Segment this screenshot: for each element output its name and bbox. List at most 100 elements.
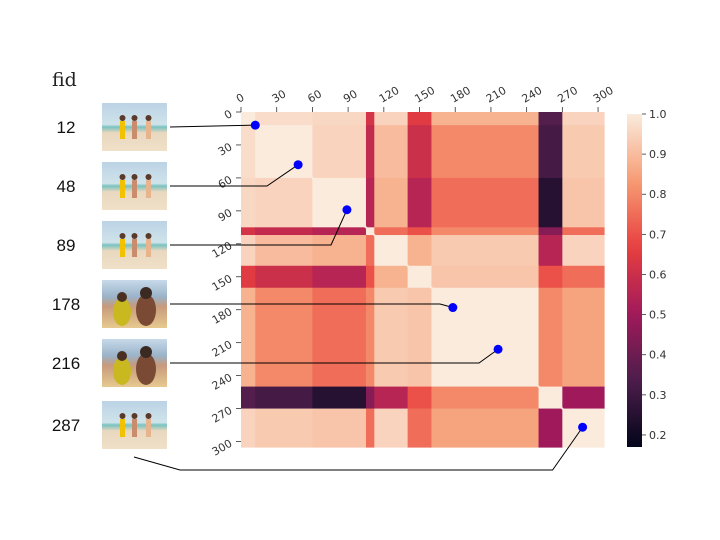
heatmap-cell [538,235,563,267]
heatmap-cell [365,265,375,289]
heatmap-cell [407,177,433,228]
heatmap-cell [365,287,375,388]
heatmap-cell [255,177,314,228]
heatmap-cell [374,287,409,388]
heatmap-cell [562,112,605,126]
y-tick-label: 60 [216,173,235,191]
frame-marker [448,303,458,313]
y-tick-label: 210 [210,338,235,360]
colorbar-bar [627,114,642,447]
heatmap-cell [365,112,375,126]
heatmap-cell [312,287,367,388]
heatmap-cell [407,287,433,388]
heatmap-cell [241,265,256,289]
beach-group-scene-thumbnail [102,103,167,151]
heatmap-cell [241,177,256,228]
x-tick-label: 30 [270,87,289,105]
heatmap-cell [431,177,540,228]
heatmap-cell [407,386,433,410]
connector-line [170,348,499,364]
x-tick-label: 150 [413,84,438,106]
frame-marker [342,205,352,215]
heatmap-cell [241,235,256,267]
heatmap-cell [255,235,314,267]
heatmap-cell [562,386,605,410]
frame-marker [250,120,260,130]
y-tick-label: 150 [210,272,235,294]
heatmap-cell [374,408,409,448]
heatmap-diagonal [240,111,605,448]
frame-marker [293,160,303,170]
y-tick-label: 270 [210,404,235,426]
heatmap-cell [255,227,314,236]
colorbar-tick-label: 0.2 [649,429,667,442]
heatmap-cell [312,265,367,289]
colorbar-tick-label: 0.8 [649,188,667,201]
heatmap-cell [365,386,375,410]
heatmap-cell [538,287,563,388]
heatmap-cell [255,408,314,448]
heatmap-cell [374,177,409,228]
colorbar-tick-label: 0.6 [649,268,667,281]
heatmap-cell [538,177,563,228]
heatmap-cell [538,227,563,236]
heatmap-cell [365,408,375,448]
x-tick-label: 240 [520,84,545,106]
x-tick-label: 210 [484,84,509,106]
heatmap-cell [538,265,563,289]
frame-marker [493,344,503,354]
heatmap-cell [365,177,375,228]
colorbar-tick-label: 0.5 [649,309,667,322]
heatmap-cell [374,386,409,410]
closeup-people-scene-thumbnail [102,280,167,328]
colorbar-tick-label: 0.7 [649,228,667,241]
y-tick-label: 90 [216,206,235,224]
heatmap-cell [255,265,314,289]
heatmap-cell [312,112,367,126]
y-tick-label: 180 [210,305,235,327]
heatmap-cell [407,227,433,236]
heatmap-cell [241,227,256,236]
fid-label: 89 [57,236,76,255]
frame-marker [578,422,588,432]
heatmap-cell [255,386,314,410]
y-tick-label: 30 [216,140,235,158]
connector-line [170,164,299,187]
heatmap-cell [312,386,367,410]
heatmap-cell [538,125,563,179]
heatmap-cell [562,227,605,236]
colorbar-tick-label: 1.0 [649,108,667,121]
beach-shore-scene-thumbnail [102,162,167,210]
heatmap-cell [431,265,540,289]
fid-label: 216 [52,354,80,373]
y-tick-label: 120 [210,239,235,261]
x-tick-label: 60 [305,87,324,105]
heatmap-cell [562,177,605,228]
frame-rows: 12 48 89 178 216 287 [52,103,583,471]
x-tick-label: 270 [555,84,580,106]
colorbar-tick-label: 0.9 [649,148,667,161]
heatmap-cell [562,235,605,267]
heatmap-cell [374,227,409,236]
heatmap-cell [365,125,375,179]
heatmap-cell [431,112,540,126]
heatmap-cell [365,235,375,267]
closeup-people-scene-thumbnail [102,339,167,387]
x-tick-label: 0 [234,91,247,106]
heatmap-cell [562,265,605,289]
heatmap-cell [431,227,540,236]
heatmap-cell [241,386,256,410]
heatmap-cell [241,287,256,388]
heatmap-cell [407,125,433,179]
fid-label: 48 [57,177,76,196]
heatmap-cell [241,125,256,179]
heatmap-cell [431,125,540,179]
beach-back-view-scene-thumbnail [102,401,167,449]
colorbar: 0.2 0.3 0.4 0.5 0.6 0.7 0.8 0.9 1.0 [627,108,667,447]
connector-line [170,209,348,246]
heatmap-cell [374,125,409,179]
connector-line [133,426,583,471]
fid-label: 178 [52,295,80,314]
x-tick-label: 90 [341,87,360,105]
connector-line [169,124,256,128]
